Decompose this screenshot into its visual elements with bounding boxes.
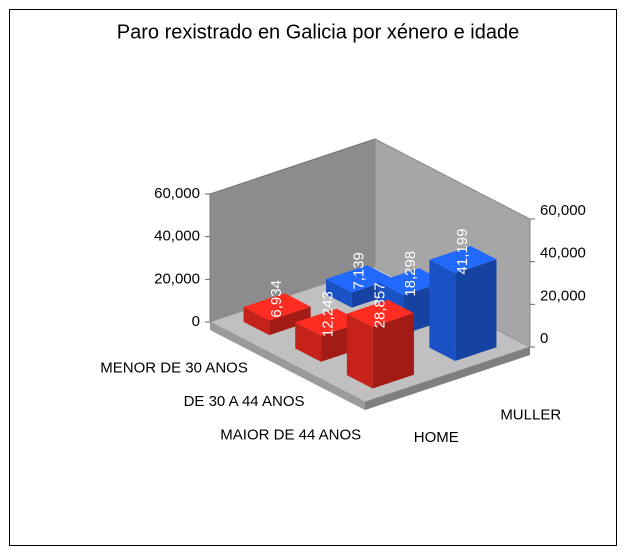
bar-side — [326, 279, 352, 308]
plot-area: 0 0 20,000 20,000 40,000 40,000 60,000 60,000 ME… — [100, 138, 586, 446]
series-label: HOME — [414, 429, 459, 446]
bar-side — [243, 306, 270, 336]
bar-top — [326, 265, 394, 293]
bar-front — [269, 306, 311, 336]
value-label: 7,139 — [351, 252, 368, 290]
bar-front — [455, 259, 497, 361]
value-label: 12,243 — [320, 291, 337, 337]
bar-front — [372, 313, 414, 389]
y-tick-label: 40,000 — [154, 228, 200, 245]
series-label: MULLER — [500, 407, 561, 424]
y-tick-label: 60,000 — [154, 185, 200, 202]
category-label: MENOR DE 30 ANOS — [100, 359, 248, 376]
bar-top — [346, 299, 414, 327]
floor-edge — [365, 347, 530, 410]
y2-tick-label: 60,000 — [540, 202, 586, 219]
bar-side — [346, 313, 373, 389]
bar-top — [243, 293, 311, 321]
value-label: 18,298 — [402, 251, 419, 297]
value-label: 6,934 — [268, 280, 285, 318]
category-label: DE 30 A 44 ANOS — [184, 393, 305, 410]
value-label: 41,199 — [454, 229, 471, 275]
y2-tick-label: 40,000 — [540, 245, 586, 262]
bar-top — [429, 245, 497, 274]
chart-title: Paro rexistrado en Galicia por xénero e … — [117, 21, 519, 43]
y2-tick-label: 0 — [540, 330, 548, 347]
value-label: 28,857 — [371, 282, 388, 328]
y-tick-label: 0 — [192, 313, 200, 330]
floor-edge — [210, 322, 365, 410]
bar-top — [295, 308, 363, 336]
bar-side — [429, 259, 456, 361]
bar-side — [295, 322, 322, 362]
y2-tick-label: 20,000 — [540, 287, 586, 304]
bar-top — [377, 268, 445, 296]
category-label: MAIOR DE 44 ANOS — [220, 427, 361, 444]
y-tick-label: 20,000 — [154, 270, 200, 287]
